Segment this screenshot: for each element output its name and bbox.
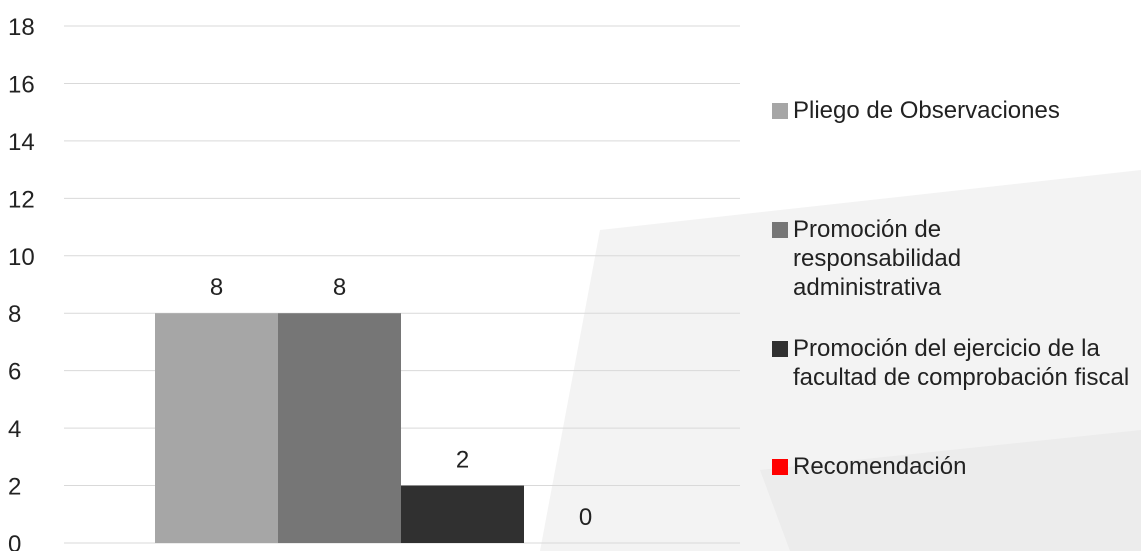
legend-label: Promoción de responsabilidad administrat…	[793, 216, 962, 301]
bar-value-label: 2	[456, 447, 469, 474]
y-tick-label: 8	[8, 301, 21, 328]
bar	[155, 313, 278, 543]
legend-item-responsabilidad: Promoción de responsabilidad administrat…	[772, 215, 1141, 302]
legend-item-comprobacion-fiscal: Promoción del ejercicio de la facultad d…	[772, 334, 1141, 392]
legend-label: Pliego de Observaciones	[793, 97, 1060, 124]
bar-value-label: 8	[210, 274, 223, 301]
y-tick-label: 4	[8, 416, 21, 443]
legend-swatch	[772, 222, 788, 238]
legend-label: Recomendación	[793, 453, 967, 480]
y-tick-label: 0	[8, 531, 21, 551]
legend-swatch	[772, 341, 788, 357]
y-tick-label: 2	[8, 474, 21, 501]
legend-label: Promoción del ejercicio de la facultad d…	[793, 335, 1130, 391]
y-tick-label: 12	[8, 186, 35, 213]
y-axis-ticks: 0 2 4 6 8 10 12 14 16 18	[8, 14, 35, 551]
y-tick-label: 6	[8, 359, 21, 386]
bar-value-label: 0	[579, 504, 592, 531]
bar	[278, 313, 401, 543]
bar-value-label: 8	[333, 274, 346, 301]
bars	[155, 313, 524, 543]
legend-item-recomendacion: Recomendación	[772, 452, 1141, 481]
legend-swatch	[772, 459, 788, 475]
y-tick-label: 16	[8, 71, 35, 98]
legend-item-pliego: Pliego de Observaciones	[772, 96, 1141, 125]
bar	[401, 485, 524, 543]
y-tick-label: 18	[8, 14, 35, 41]
y-tick-label: 10	[8, 244, 35, 271]
legend-swatch	[772, 103, 788, 119]
y-tick-label: 14	[8, 129, 35, 156]
data-labels: 8 8 2 0	[210, 274, 592, 531]
